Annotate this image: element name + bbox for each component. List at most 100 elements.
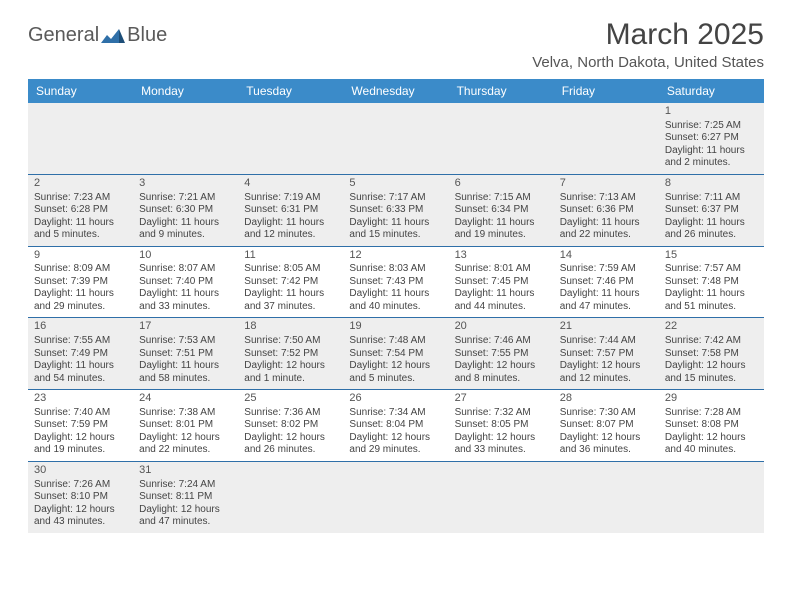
brand-name-part2: Blue xyxy=(127,24,167,47)
day-number: 28 xyxy=(560,392,653,406)
day-info: Sunrise: 7:44 AMSunset: 7:57 PMDaylight:… xyxy=(560,335,653,385)
day-number: 23 xyxy=(34,392,127,406)
day-number: 27 xyxy=(455,392,548,406)
day-info: Sunrise: 8:01 AMSunset: 7:45 PMDaylight:… xyxy=(455,263,548,313)
empty-cell xyxy=(238,462,343,533)
day-info: Sunrise: 7:57 AMSunset: 7:48 PMDaylight:… xyxy=(665,263,758,313)
header: General Blue March 2025 Velva, North Dak… xyxy=(28,18,764,71)
day-info: Sunrise: 8:07 AMSunset: 7:40 PMDaylight:… xyxy=(139,263,232,313)
day-info: Sunrise: 7:50 AMSunset: 7:52 PMDaylight:… xyxy=(244,335,337,385)
day-info: Sunrise: 7:23 AMSunset: 6:28 PMDaylight:… xyxy=(34,192,127,242)
empty-cell xyxy=(554,462,659,533)
day-info: Sunrise: 7:48 AMSunset: 7:54 PMDaylight:… xyxy=(349,335,442,385)
day-info: Sunrise: 7:28 AMSunset: 8:08 PMDaylight:… xyxy=(665,407,758,457)
calendar-page: General Blue March 2025 Velva, North Dak… xyxy=(0,0,792,551)
weekday-header-row: SundayMondayTuesdayWednesdayThursdayFrid… xyxy=(28,79,764,103)
day-cell: 5Sunrise: 7:17 AMSunset: 6:33 PMDaylight… xyxy=(343,175,448,246)
week-row: 2Sunrise: 7:23 AMSunset: 6:28 PMDaylight… xyxy=(28,175,764,247)
day-number: 8 xyxy=(665,177,758,191)
day-number: 2 xyxy=(34,177,127,191)
day-info: Sunrise: 7:26 AMSunset: 8:10 PMDaylight:… xyxy=(34,479,127,529)
week-row: 30Sunrise: 7:26 AMSunset: 8:10 PMDayligh… xyxy=(28,462,764,533)
day-cell: 18Sunrise: 7:50 AMSunset: 7:52 PMDayligh… xyxy=(238,318,343,389)
day-cell: 30Sunrise: 7:26 AMSunset: 8:10 PMDayligh… xyxy=(28,462,133,533)
day-info: Sunrise: 8:09 AMSunset: 7:39 PMDaylight:… xyxy=(34,263,127,313)
day-cell: 25Sunrise: 7:36 AMSunset: 8:02 PMDayligh… xyxy=(238,390,343,461)
weekday-header: Friday xyxy=(554,79,659,103)
empty-cell xyxy=(343,462,448,533)
day-cell: 7Sunrise: 7:13 AMSunset: 6:36 PMDaylight… xyxy=(554,175,659,246)
day-cell: 31Sunrise: 7:24 AMSunset: 8:11 PMDayligh… xyxy=(133,462,238,533)
day-cell: 16Sunrise: 7:55 AMSunset: 7:49 PMDayligh… xyxy=(28,318,133,389)
day-number: 4 xyxy=(244,177,337,191)
day-info: Sunrise: 7:59 AMSunset: 7:46 PMDaylight:… xyxy=(560,263,653,313)
day-info: Sunrise: 7:38 AMSunset: 8:01 PMDaylight:… xyxy=(139,407,232,457)
day-cell: 15Sunrise: 7:57 AMSunset: 7:48 PMDayligh… xyxy=(659,247,764,318)
day-number: 31 xyxy=(139,464,232,478)
day-cell: 11Sunrise: 8:05 AMSunset: 7:42 PMDayligh… xyxy=(238,247,343,318)
weekday-header: Saturday xyxy=(659,79,764,103)
day-number: 30 xyxy=(34,464,127,478)
weeks-container: 1Sunrise: 7:25 AMSunset: 6:27 PMDaylight… xyxy=(28,103,764,533)
day-info: Sunrise: 7:13 AMSunset: 6:36 PMDaylight:… xyxy=(560,192,653,242)
day-cell: 27Sunrise: 7:32 AMSunset: 8:05 PMDayligh… xyxy=(449,390,554,461)
day-info: Sunrise: 7:53 AMSunset: 7:51 PMDaylight:… xyxy=(139,335,232,385)
day-number: 10 xyxy=(139,249,232,263)
day-info: Sunrise: 7:34 AMSunset: 8:04 PMDaylight:… xyxy=(349,407,442,457)
day-cell: 28Sunrise: 7:30 AMSunset: 8:07 PMDayligh… xyxy=(554,390,659,461)
day-info: Sunrise: 7:30 AMSunset: 8:07 PMDaylight:… xyxy=(560,407,653,457)
day-number: 3 xyxy=(139,177,232,191)
location-subtitle: Velva, North Dakota, United States xyxy=(532,54,764,71)
day-cell: 1Sunrise: 7:25 AMSunset: 6:27 PMDaylight… xyxy=(659,103,764,174)
day-number: 17 xyxy=(139,320,232,334)
day-number: 16 xyxy=(34,320,127,334)
brand-name-part1: General xyxy=(28,24,99,47)
empty-cell xyxy=(659,462,764,533)
day-cell: 24Sunrise: 7:38 AMSunset: 8:01 PMDayligh… xyxy=(133,390,238,461)
day-number: 22 xyxy=(665,320,758,334)
day-number: 12 xyxy=(349,249,442,263)
day-number: 21 xyxy=(560,320,653,334)
day-cell: 8Sunrise: 7:11 AMSunset: 6:37 PMDaylight… xyxy=(659,175,764,246)
day-cell: 4Sunrise: 7:19 AMSunset: 6:31 PMDaylight… xyxy=(238,175,343,246)
brand-logo: General Blue xyxy=(28,18,167,47)
page-title: March 2025 xyxy=(532,18,764,52)
day-number: 18 xyxy=(244,320,337,334)
day-cell: 13Sunrise: 8:01 AMSunset: 7:45 PMDayligh… xyxy=(449,247,554,318)
day-number: 13 xyxy=(455,249,548,263)
day-cell: 2Sunrise: 7:23 AMSunset: 6:28 PMDaylight… xyxy=(28,175,133,246)
day-cell: 19Sunrise: 7:48 AMSunset: 7:54 PMDayligh… xyxy=(343,318,448,389)
day-number: 15 xyxy=(665,249,758,263)
day-info: Sunrise: 7:15 AMSunset: 6:34 PMDaylight:… xyxy=(455,192,548,242)
weekday-header: Sunday xyxy=(28,79,133,103)
weekday-header: Wednesday xyxy=(343,79,448,103)
flag-icon xyxy=(101,27,125,45)
day-number: 20 xyxy=(455,320,548,334)
day-info: Sunrise: 7:24 AMSunset: 8:11 PMDaylight:… xyxy=(139,479,232,529)
weekday-header: Tuesday xyxy=(238,79,343,103)
day-info: Sunrise: 7:11 AMSunset: 6:37 PMDaylight:… xyxy=(665,192,758,242)
day-number: 11 xyxy=(244,249,337,263)
day-cell: 12Sunrise: 8:03 AMSunset: 7:43 PMDayligh… xyxy=(343,247,448,318)
day-number: 25 xyxy=(244,392,337,406)
day-cell: 9Sunrise: 8:09 AMSunset: 7:39 PMDaylight… xyxy=(28,247,133,318)
week-row: 23Sunrise: 7:40 AMSunset: 7:59 PMDayligh… xyxy=(28,390,764,462)
empty-cell xyxy=(554,103,659,174)
weekday-header: Monday xyxy=(133,79,238,103)
week-row: 16Sunrise: 7:55 AMSunset: 7:49 PMDayligh… xyxy=(28,318,764,390)
day-cell: 21Sunrise: 7:44 AMSunset: 7:57 PMDayligh… xyxy=(554,318,659,389)
day-info: Sunrise: 7:55 AMSunset: 7:49 PMDaylight:… xyxy=(34,335,127,385)
day-cell: 10Sunrise: 8:07 AMSunset: 7:40 PMDayligh… xyxy=(133,247,238,318)
day-info: Sunrise: 7:25 AMSunset: 6:27 PMDaylight:… xyxy=(665,120,758,170)
day-info: Sunrise: 7:21 AMSunset: 6:30 PMDaylight:… xyxy=(139,192,232,242)
day-info: Sunrise: 7:46 AMSunset: 7:55 PMDaylight:… xyxy=(455,335,548,385)
day-cell: 3Sunrise: 7:21 AMSunset: 6:30 PMDaylight… xyxy=(133,175,238,246)
empty-cell xyxy=(449,462,554,533)
day-number: 29 xyxy=(665,392,758,406)
day-info: Sunrise: 7:32 AMSunset: 8:05 PMDaylight:… xyxy=(455,407,548,457)
day-number: 14 xyxy=(560,249,653,263)
day-number: 9 xyxy=(34,249,127,263)
day-info: Sunrise: 7:19 AMSunset: 6:31 PMDaylight:… xyxy=(244,192,337,242)
day-info: Sunrise: 7:40 AMSunset: 7:59 PMDaylight:… xyxy=(34,407,127,457)
weekday-header: Thursday xyxy=(449,79,554,103)
